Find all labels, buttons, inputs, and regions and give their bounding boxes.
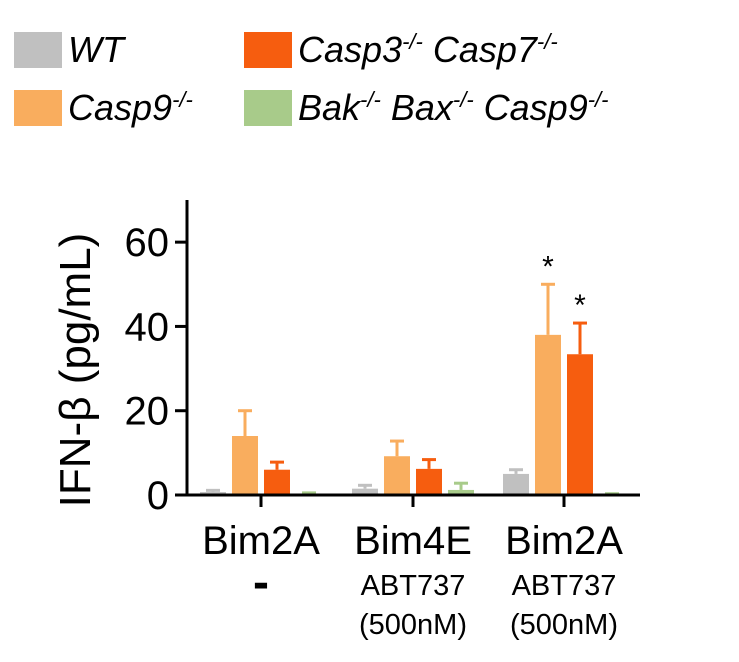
- genotype-casp7: -/-: [536, 29, 558, 54]
- legend-item-bak-bax-casp9: Bak-/- Bax-/- Casp9-/-: [244, 88, 608, 128]
- legend-swatch-casp9: [14, 90, 62, 126]
- gene-casp9: Casp9: [68, 87, 173, 128]
- bar-casp37-0: [264, 469, 290, 495]
- x-tick-label-0: Bim2A: [202, 519, 320, 563]
- x-sublabel-0: -: [253, 556, 269, 609]
- legend-swatch-casp3-casp7: [244, 32, 292, 68]
- y-ticks-group: 0 20 40 60: [125, 221, 187, 518]
- x-sublabel2-2: (500nM): [510, 609, 618, 641]
- x-sublabel2-1: (500nM): [359, 609, 467, 641]
- genotype-casp3: -/-: [402, 29, 423, 54]
- legend-label-bak-bax-casp9: Bak-/- Bax-/- Casp9-/-: [298, 88, 608, 128]
- legend-label-casp9: Casp9-/-: [68, 88, 193, 128]
- x-sublabel-2: ABT737: [512, 570, 617, 602]
- bar-casp9-2: [535, 334, 561, 495]
- bar-casp9-0: [232, 436, 258, 495]
- genotype-casp9-triple: -/-: [587, 87, 609, 112]
- y-axis-label: IFN-β (pg/mL): [51, 233, 100, 508]
- legend-swatch-wt: [14, 32, 62, 68]
- gene-casp3: Casp3: [298, 29, 403, 70]
- bar-wt-1: [352, 488, 378, 495]
- bar-wt-2: [503, 473, 529, 495]
- y-tick-label-60: 60: [125, 221, 170, 265]
- bars-group: [200, 334, 625, 495]
- x-tick-label-2: Bim2A: [505, 519, 623, 563]
- gene-casp9-triple: Casp9: [483, 87, 588, 128]
- bar-casp37-1: [416, 468, 442, 495]
- legend: WT Casp3-/- Casp7-/- Casp9-/- Bak-/- Bax…: [0, 0, 739, 140]
- x-ticks-group: Bim2A-Bim4EABT737(500nM)Bim2AABT737(500n…: [202, 495, 623, 641]
- genotype-bax: -/-: [452, 87, 474, 112]
- legend-item-casp9: Casp9-/-: [14, 88, 193, 128]
- x-sublabel-1: ABT737: [361, 570, 466, 602]
- significance-marker-casp37-2: *: [574, 289, 586, 322]
- bar-bakbax-1: [448, 489, 474, 495]
- y-tick-label-20: 20: [125, 390, 170, 434]
- genotype-bak: -/-: [360, 87, 381, 112]
- legend-swatch-bak-bax-casp9: [244, 90, 292, 126]
- gene-casp7: Casp7: [432, 29, 537, 70]
- legend-label-casp3-casp7: Casp3-/- Casp7-/-: [298, 30, 558, 70]
- error-bars-group: **: [206, 250, 619, 496]
- y-tick-label-0: 0: [147, 474, 169, 518]
- legend-label-wt: WT: [68, 29, 124, 70]
- significance-marker-casp9-2: *: [542, 250, 554, 283]
- x-tick-label-1: Bim4E: [354, 519, 472, 563]
- gene-bak: Bak: [298, 87, 361, 128]
- legend-item-wt: WT: [14, 30, 124, 70]
- bar-casp37-2: [567, 354, 593, 495]
- bar-casp9-1: [384, 456, 410, 495]
- gene-bax: Bax: [390, 87, 453, 128]
- genotype-casp9: -/-: [172, 87, 193, 112]
- y-tick-label-40: 40: [125, 305, 170, 349]
- legend-item-casp3-casp7: Casp3-/- Casp7-/-: [244, 30, 558, 70]
